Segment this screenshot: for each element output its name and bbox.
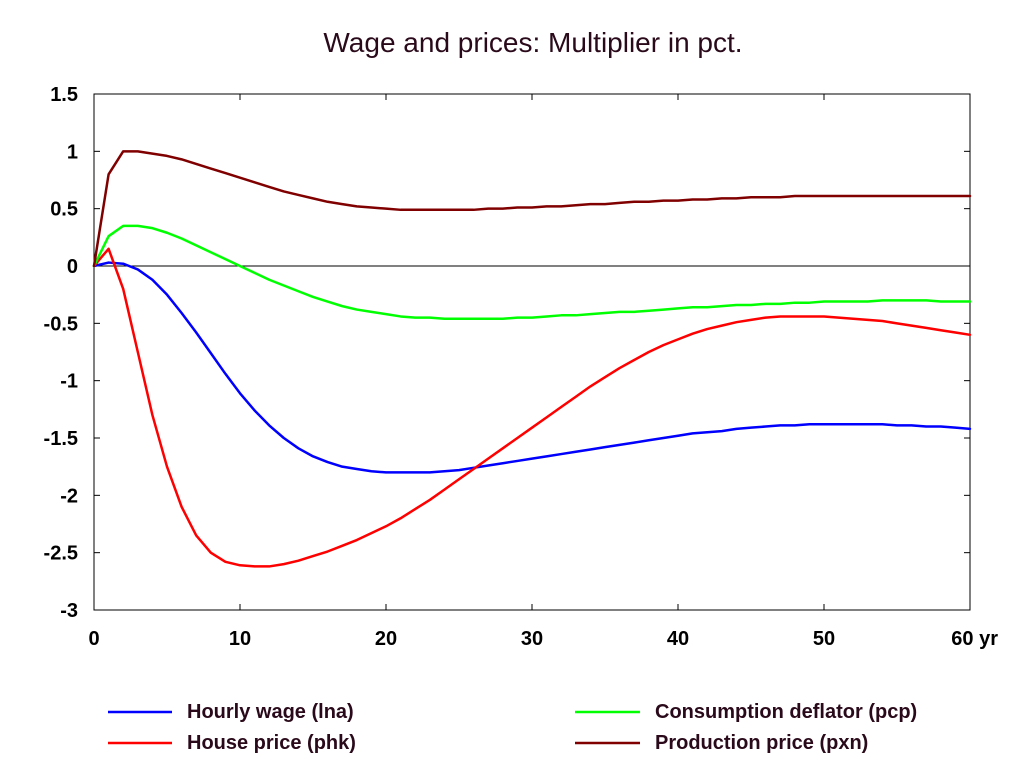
legend-label: Consumption deflator (pcp) bbox=[655, 701, 917, 723]
legend-entry: House price (phk) bbox=[108, 732, 356, 754]
x-tick-label: 10 bbox=[229, 628, 251, 650]
legend-entry: Hourly wage (lna) bbox=[108, 701, 354, 723]
axes: 1.5 1 0.5 0 -0.5 -1 -1.5 -2 -2.5 -3 0 10 20 30 40 50 60 … bbox=[44, 84, 999, 650]
legend: Hourly wage (lna) House price (phk) Consum… bbox=[108, 701, 917, 754]
y-tick-label: -2 bbox=[60, 485, 78, 507]
y-tick-label: -0.5 bbox=[44, 313, 78, 335]
y-tick-label: 1.5 bbox=[50, 84, 78, 106]
legend-entry: Production price (pxn) bbox=[575, 732, 868, 754]
x-tick-label: 30 bbox=[521, 628, 543, 650]
x-tick-label: 50 bbox=[813, 628, 835, 650]
legend-label: Production price (pxn) bbox=[655, 732, 868, 754]
x-tick-label: 60 yr bbox=[951, 628, 998, 650]
y-tick-label: 0 bbox=[67, 256, 78, 278]
x-tick-label: 40 bbox=[667, 628, 689, 650]
y-tick-label: -1 bbox=[60, 371, 78, 393]
series-line-3 bbox=[92, 150, 972, 268]
y-tick-label: 1 bbox=[67, 141, 78, 163]
y-tick-label: -2.5 bbox=[44, 543, 78, 565]
series-lines bbox=[92, 150, 972, 568]
x-tick-label: 0 bbox=[88, 628, 99, 650]
y-tick-label: 0.5 bbox=[50, 199, 78, 221]
legend-label: House price (phk) bbox=[187, 732, 356, 754]
x-tick-label: 20 bbox=[375, 628, 397, 650]
y-tick-label: -3 bbox=[60, 600, 78, 622]
series-line-2 bbox=[92, 224, 972, 320]
legend-label: Hourly wage (lna) bbox=[187, 701, 354, 723]
chart-title: Wage and prices: Multiplier in pct. bbox=[323, 27, 742, 58]
y-tick-label: -1.5 bbox=[44, 428, 78, 450]
legend-entry: Consumption deflator (pcp) bbox=[575, 701, 917, 723]
series-line-0 bbox=[92, 261, 972, 474]
series-line-1 bbox=[92, 247, 972, 568]
